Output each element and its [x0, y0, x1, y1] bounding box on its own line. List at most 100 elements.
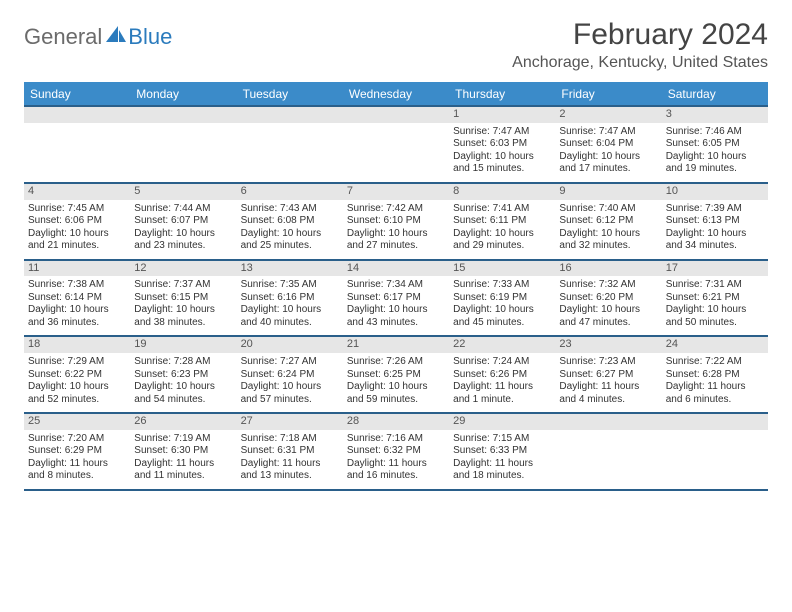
daylight-text: and 57 minutes. — [241, 394, 339, 407]
sunset-text: Sunset: 6:04 PM — [559, 138, 657, 151]
day-number: 7 — [343, 184, 449, 200]
day-cell: 11Sunrise: 7:38 AMSunset: 6:14 PMDayligh… — [24, 261, 130, 336]
week-row: 4Sunrise: 7:45 AMSunset: 6:06 PMDaylight… — [24, 184, 768, 261]
day-cell: 6Sunrise: 7:43 AMSunset: 6:08 PMDaylight… — [237, 184, 343, 259]
daylight-text: Daylight: 11 hours — [241, 458, 339, 471]
sunset-text: Sunset: 6:06 PM — [28, 215, 126, 228]
sunrise-text: Sunrise: 7:47 AM — [453, 126, 551, 139]
sunrise-text: Sunrise: 7:16 AM — [347, 433, 445, 446]
sunrise-text: Sunrise: 7:32 AM — [559, 279, 657, 292]
day-cell: 25Sunrise: 7:20 AMSunset: 6:29 PMDayligh… — [24, 414, 130, 489]
day-number: 3 — [662, 107, 768, 123]
day-cell: 17Sunrise: 7:31 AMSunset: 6:21 PMDayligh… — [662, 261, 768, 336]
sunset-text: Sunset: 6:29 PM — [28, 445, 126, 458]
empty-cell — [24, 107, 130, 182]
sunset-text: Sunset: 6:05 PM — [666, 138, 764, 151]
sunset-text: Sunset: 6:17 PM — [347, 292, 445, 305]
empty-cell — [662, 414, 768, 489]
sunset-text: Sunset: 6:26 PM — [453, 369, 551, 382]
sunrise-text: Sunrise: 7:44 AM — [134, 203, 232, 216]
sunset-text: Sunset: 6:30 PM — [134, 445, 232, 458]
day-number: 16 — [555, 261, 661, 277]
sunrise-text: Sunrise: 7:33 AM — [453, 279, 551, 292]
day-number — [130, 107, 236, 123]
sunrise-text: Sunrise: 7:41 AM — [453, 203, 551, 216]
sunrise-text: Sunrise: 7:20 AM — [28, 433, 126, 446]
day-cell: 3Sunrise: 7:46 AMSunset: 6:05 PMDaylight… — [662, 107, 768, 182]
day-number — [555, 414, 661, 430]
daylight-text: and 43 minutes. — [347, 317, 445, 330]
sunset-text: Sunset: 6:13 PM — [666, 215, 764, 228]
sunset-text: Sunset: 6:07 PM — [134, 215, 232, 228]
day-number: 1 — [449, 107, 555, 123]
daylight-text: and 1 minute. — [453, 394, 551, 407]
sunset-text: Sunset: 6:16 PM — [241, 292, 339, 305]
day-number: 22 — [449, 337, 555, 353]
day-number: 20 — [237, 337, 343, 353]
weekday-header: Wednesday — [343, 82, 449, 105]
day-number: 12 — [130, 261, 236, 277]
daylight-text: and 40 minutes. — [241, 317, 339, 330]
daylight-text: and 52 minutes. — [28, 394, 126, 407]
day-number: 24 — [662, 337, 768, 353]
sunrise-text: Sunrise: 7:22 AM — [666, 356, 764, 369]
sunrise-text: Sunrise: 7:18 AM — [241, 433, 339, 446]
sunrise-text: Sunrise: 7:47 AM — [559, 126, 657, 139]
sunrise-text: Sunrise: 7:43 AM — [241, 203, 339, 216]
daylight-text: Daylight: 10 hours — [666, 228, 764, 241]
sunrise-text: Sunrise: 7:29 AM — [28, 356, 126, 369]
brand-word-general: General — [24, 24, 102, 50]
day-cell: 10Sunrise: 7:39 AMSunset: 6:13 PMDayligh… — [662, 184, 768, 259]
daylight-text: Daylight: 11 hours — [134, 458, 232, 471]
week-row: 25 Sunrise: 7:20 AMSunset: 6:29 PM Dayligh… — [24, 414, 768, 491]
empty-cell — [130, 107, 236, 182]
daylight-text: Daylight: 10 hours — [453, 151, 551, 164]
daylight-text: and 16 minutes. — [347, 470, 445, 483]
daylight-text: Daylight: 11 hours — [347, 458, 445, 471]
day-cell: 4Sunrise: 7:45 AMSunset: 6:06 PMDaylight… — [24, 184, 130, 259]
day-number: 2 — [555, 107, 661, 123]
daylight-text: Daylight: 11 hours — [453, 381, 551, 394]
day-cell: 22Sunrise: 7:24 AMSunset: 6:26 PMDayligh… — [449, 337, 555, 412]
sunrise-text: Sunrise: 7:23 AM — [559, 356, 657, 369]
day-cell: 13Sunrise: 7:35 AMSunset: 6:16 PMDayligh… — [237, 261, 343, 336]
daylight-text: and 13 minutes. — [241, 470, 339, 483]
day-cell: 15Sunrise: 7:33 AMSunset: 6:19 PMDayligh… — [449, 261, 555, 336]
daylight-text: Daylight: 10 hours — [28, 304, 126, 317]
sunset-text: Sunset: 6:12 PM — [559, 215, 657, 228]
day-number: 4 — [24, 184, 130, 200]
logo-sail-icon — [106, 24, 128, 50]
brand-logo: General Blue — [24, 18, 172, 50]
title-block: February 2024 Anchorage, Kentucky, Unite… — [512, 18, 768, 72]
sunset-text: Sunset: 6:03 PM — [453, 138, 551, 151]
week-row: 11Sunrise: 7:38 AMSunset: 6:14 PMDayligh… — [24, 261, 768, 338]
sunset-text: Sunset: 6:27 PM — [559, 369, 657, 382]
day-number: 28 — [343, 414, 449, 430]
location-text: Anchorage, Kentucky, United States — [512, 54, 768, 72]
daylight-text: and 4 minutes. — [559, 394, 657, 407]
daylight-text: Daylight: 10 hours — [347, 304, 445, 317]
brand-word-blue: Blue — [128, 24, 172, 50]
day-number: 21 — [343, 337, 449, 353]
daylight-text: Daylight: 10 hours — [28, 228, 126, 241]
daylight-text: Daylight: 10 hours — [134, 304, 232, 317]
daylight-text: Daylight: 11 hours — [666, 381, 764, 394]
day-number: 25 — [24, 414, 130, 430]
daylight-text: and 38 minutes. — [134, 317, 232, 330]
sunset-text: Sunset: 6:23 PM — [134, 369, 232, 382]
day-cell: 12Sunrise: 7:37 AMSunset: 6:15 PMDayligh… — [130, 261, 236, 336]
daylight-text: Daylight: 10 hours — [347, 228, 445, 241]
daylight-text: Daylight: 11 hours — [559, 381, 657, 394]
sunset-text: Sunset: 6:33 PM — [453, 445, 551, 458]
sunrise-text: Sunrise: 7:39 AM — [666, 203, 764, 216]
empty-cell — [343, 107, 449, 182]
sunset-text: Sunset: 6:10 PM — [347, 215, 445, 228]
daylight-text: Daylight: 10 hours — [134, 228, 232, 241]
day-number: 5 — [130, 184, 236, 200]
weekday-header: Tuesday — [237, 82, 343, 105]
day-cell: 23Sunrise: 7:23 AMSunset: 6:27 PMDayligh… — [555, 337, 661, 412]
page-title: February 2024 — [512, 18, 768, 52]
weekday-header: Monday — [130, 82, 236, 105]
daylight-text: and 15 minutes. — [453, 163, 551, 176]
daylight-text: Daylight: 10 hours — [559, 228, 657, 241]
